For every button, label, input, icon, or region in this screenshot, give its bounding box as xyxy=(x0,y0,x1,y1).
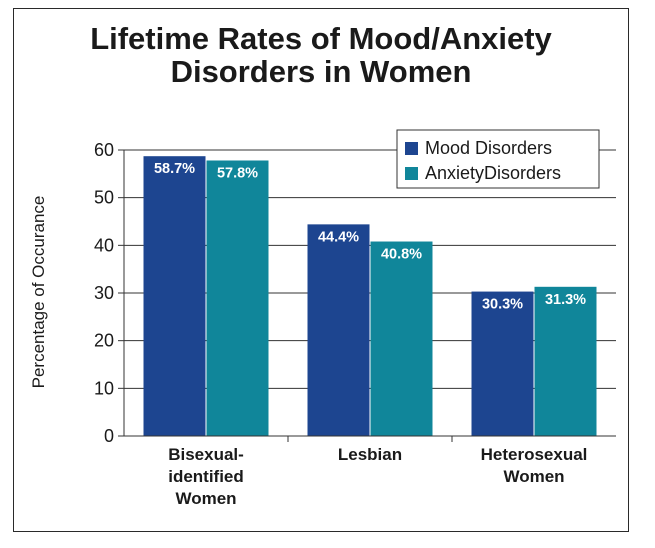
axes: 0 10 20 30 40 50 60 Bisexual-identified Women Les… xyxy=(94,140,616,508)
y-tick-label: 10 xyxy=(94,378,114,398)
bars: 58.7% 57.8% 44.4% 40.8% 30.3% 31.3% xyxy=(143,156,597,437)
y-axis-label: Percentage of Occurance xyxy=(29,196,48,389)
y-tick-label: 60 xyxy=(94,140,114,160)
x-category-label: Lesbian xyxy=(338,445,402,464)
x-category-label: Heterosexual xyxy=(481,445,588,464)
bar-value-label: 44.4% xyxy=(318,229,359,245)
legend-box xyxy=(396,129,600,189)
legend-entry: Mood Disorders xyxy=(425,138,552,158)
bar xyxy=(534,286,597,436)
legend-swatch xyxy=(405,167,418,180)
bar-value-label: 40.8% xyxy=(381,247,422,263)
chart-title-line-1: Lifetime Rates of Mood/Anxiety xyxy=(90,21,552,56)
x-category-label: Women xyxy=(175,489,236,508)
x-category-label: identified xyxy=(168,467,244,486)
bar-value-label: 58.7% xyxy=(154,161,195,177)
y-tick-label: 20 xyxy=(94,331,114,351)
bar-value-label: 31.3% xyxy=(545,292,586,308)
x-category-label: Bisexual- xyxy=(168,445,244,464)
bar-value-label: 30.3% xyxy=(482,297,523,313)
chart-title-line-2: Disorders in Women xyxy=(170,54,472,89)
legend: Mood Disorders AnxietyDisorders xyxy=(396,129,600,189)
y-tick-label: 40 xyxy=(94,235,114,255)
y-tick-label: 30 xyxy=(94,283,114,303)
bar xyxy=(370,241,433,436)
bar-value-label: 57.8% xyxy=(217,165,258,181)
y-tick-label: 50 xyxy=(94,188,114,208)
bar xyxy=(307,224,370,436)
bar xyxy=(206,160,269,436)
x-category-label: Women xyxy=(503,467,564,486)
bar xyxy=(143,156,206,437)
legend-entry: AnxietyDisorders xyxy=(425,163,561,183)
bar xyxy=(471,291,534,436)
legend-swatch xyxy=(405,142,418,155)
chart-title: Lifetime Rates of Mood/Anxiety Disorders… xyxy=(13,22,629,88)
y-tick-label: 0 xyxy=(104,426,114,446)
